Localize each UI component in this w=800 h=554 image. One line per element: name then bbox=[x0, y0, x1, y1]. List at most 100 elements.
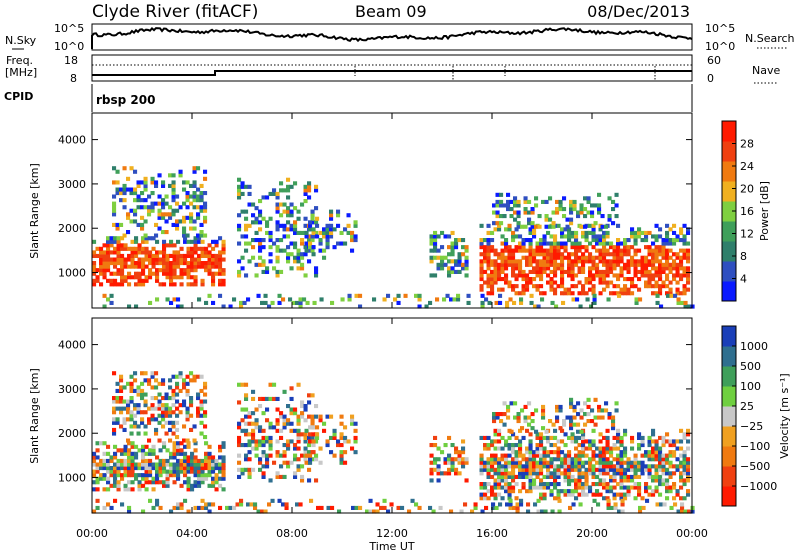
heatmap-cell bbox=[254, 262, 259, 267]
heatmap-cell bbox=[261, 259, 266, 264]
heatmap-cell bbox=[493, 248, 498, 253]
heatmap-cell bbox=[668, 464, 673, 469]
heatmap-cell bbox=[147, 406, 152, 411]
heatmap-cell bbox=[203, 381, 208, 386]
heatmap-cell bbox=[612, 485, 617, 490]
heatmap-cell bbox=[665, 255, 670, 260]
heatmap-cell bbox=[203, 191, 208, 196]
heatmap-cell bbox=[638, 509, 643, 514]
heatmap-cell bbox=[164, 230, 169, 235]
heatmap-cell bbox=[605, 262, 610, 267]
heatmap-cell bbox=[665, 284, 670, 289]
heatmap-cell bbox=[598, 238, 603, 243]
heatmap-cell bbox=[563, 234, 568, 239]
heatmap-cell bbox=[686, 478, 691, 483]
heatmap-cell bbox=[521, 482, 526, 487]
heatmap-cell bbox=[339, 460, 344, 465]
heatmap-cell bbox=[148, 261, 153, 266]
heatmap-cell bbox=[591, 284, 596, 289]
heatmap-cell bbox=[679, 485, 684, 490]
heatmap-cell bbox=[605, 443, 610, 448]
colorbar-tick-label: 25 bbox=[740, 400, 754, 413]
heatmap-cell bbox=[525, 446, 530, 451]
heatmap-cell bbox=[539, 435, 544, 440]
heatmap-cell bbox=[532, 464, 537, 469]
heatmap-cell bbox=[651, 248, 656, 253]
heatmap-cell bbox=[303, 404, 308, 409]
heatmap-cell bbox=[137, 480, 142, 485]
heatmap-cell bbox=[647, 280, 652, 285]
heatmap-cell bbox=[518, 474, 523, 479]
heatmap-cell bbox=[525, 489, 530, 494]
heatmap-cell bbox=[686, 230, 691, 235]
heatmap-cell bbox=[592, 293, 597, 298]
heatmap-cell bbox=[591, 464, 596, 469]
heatmap-cell bbox=[539, 259, 544, 264]
heatmap-cell bbox=[518, 460, 523, 465]
heatmap-cell bbox=[567, 474, 572, 479]
heatmap-cell bbox=[332, 453, 337, 458]
colorbar-tick-label: 8 bbox=[740, 250, 747, 263]
heatmap-cell bbox=[176, 458, 181, 463]
heatmap-cell bbox=[504, 273, 509, 278]
heatmap-cell bbox=[616, 471, 621, 476]
heatmap-cell bbox=[535, 241, 540, 246]
heatmap-cell bbox=[567, 255, 572, 260]
heatmap-cell bbox=[190, 246, 195, 251]
heatmap-cell bbox=[165, 243, 170, 248]
heatmap-cell bbox=[605, 450, 610, 455]
heatmap-cell bbox=[350, 238, 355, 243]
heatmap-cell bbox=[630, 262, 635, 267]
heatmap-cell bbox=[563, 464, 568, 469]
heatmap-cell bbox=[400, 505, 405, 510]
heatmap-cell bbox=[665, 432, 670, 437]
heatmap-cell bbox=[483, 255, 488, 260]
heatmap-cell bbox=[675, 262, 680, 267]
heatmap-cell bbox=[553, 482, 558, 487]
heatmap-cell bbox=[551, 221, 556, 226]
heatmap-cell bbox=[556, 245, 561, 250]
heatmap-cell bbox=[155, 455, 160, 460]
heatmap-cell bbox=[143, 403, 148, 408]
heatmap-cell bbox=[540, 297, 545, 302]
heatmap-cell bbox=[546, 266, 551, 271]
heatmap-cell bbox=[130, 253, 135, 258]
heatmap-cell bbox=[254, 453, 259, 458]
heatmap-cell bbox=[682, 238, 687, 243]
heatmap-cell bbox=[296, 467, 301, 472]
heatmap-cell bbox=[207, 271, 212, 276]
heatmap-cell bbox=[623, 277, 628, 282]
heatmap-cell bbox=[119, 396, 124, 401]
heatmap-cell bbox=[311, 234, 316, 239]
heatmap-cell bbox=[286, 404, 291, 409]
heatmap-cell bbox=[644, 280, 649, 285]
heatmap-cell bbox=[308, 223, 313, 228]
heatmap-cell bbox=[490, 273, 495, 278]
heatmap-cell bbox=[486, 280, 491, 285]
heatmap-cell bbox=[521, 467, 526, 472]
heatmap-cell bbox=[270, 300, 275, 305]
heatmap-cell bbox=[150, 385, 155, 390]
heatmap-cell bbox=[523, 199, 528, 204]
heatmap-cell bbox=[286, 227, 291, 232]
heatmap-cell bbox=[479, 252, 484, 257]
heatmap-cell bbox=[607, 217, 612, 222]
heatmap-cell bbox=[307, 188, 312, 193]
heatmap-cell bbox=[544, 214, 549, 219]
heatmap-cell bbox=[168, 410, 173, 415]
heatmap-cell bbox=[115, 399, 120, 404]
heatmap-cell bbox=[493, 262, 498, 267]
heatmap-cell bbox=[542, 269, 547, 274]
heatmap-cell bbox=[218, 250, 223, 255]
heatmap-cell bbox=[393, 297, 398, 302]
heatmap-cell bbox=[130, 455, 135, 460]
heatmap-cell bbox=[549, 245, 554, 250]
heatmap-cell bbox=[569, 217, 574, 222]
heatmap-cell bbox=[407, 509, 412, 514]
heatmap-cell bbox=[178, 205, 183, 210]
heatmap-cell bbox=[569, 419, 574, 424]
heatmap-cell bbox=[630, 464, 635, 469]
heatmap-cell bbox=[169, 509, 174, 514]
heatmap-cell bbox=[555, 404, 560, 409]
heatmap-cell bbox=[647, 252, 652, 257]
